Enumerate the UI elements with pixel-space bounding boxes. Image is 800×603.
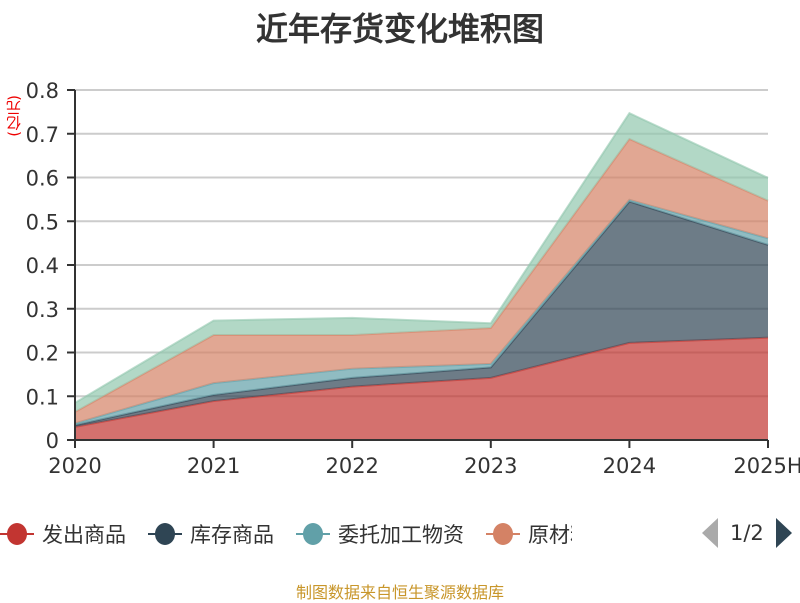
chart-title: 近年存货变化堆积图	[255, 10, 544, 48]
legend-marker-icon	[148, 523, 182, 545]
x-tick-label: 2024	[603, 454, 656, 478]
legend-marker-icon	[0, 523, 34, 545]
x-tick-label: 2020	[48, 454, 101, 478]
y-tick-label: 0.2	[26, 342, 59, 366]
y-tick-label: 0	[46, 429, 59, 453]
legend-prev-icon[interactable]	[702, 518, 718, 548]
y-tick-label: 0.1	[26, 385, 59, 409]
area-chart: 0 0.1 0.2 0.3 0.4 0.5 0.6 0.7 0.8 2020 2021 2022 202…	[26, 79, 800, 478]
legend-page-indicator: 1/2	[730, 521, 764, 545]
y-tick-label: 0.4	[26, 254, 59, 278]
x-tick-label: 2022	[325, 454, 378, 478]
legend-label: 库存商品	[190, 523, 274, 547]
x-tick-label: 2021	[187, 454, 240, 478]
legend-pager: 1/2	[702, 518, 792, 548]
y-tick-label: 0.5	[26, 210, 59, 234]
y-tick-label: 0.8	[26, 79, 59, 103]
legend-label: 原材料	[528, 523, 572, 547]
area-series-2	[75, 199, 768, 426]
legend-label: 委托加工物资	[338, 523, 464, 547]
legend: 发出商品 库存商品 委托加工物资 原材料	[0, 518, 800, 550]
x-tick-label: 2023	[464, 454, 517, 478]
y-tick-label: 0.6	[26, 167, 59, 191]
legend-item-1[interactable]: 库存商品	[148, 519, 274, 549]
y-tick-label: 0.3	[26, 298, 59, 322]
area-series-1	[75, 201, 768, 427]
legend-label: 发出商品	[42, 523, 126, 547]
y-tick-label: 0.7	[26, 123, 59, 147]
legend-item-0[interactable]: 发出商品	[0, 519, 126, 549]
area-series-3	[75, 139, 768, 424]
series-line-4	[74, 111, 769, 404]
legend-marker-icon	[486, 523, 520, 545]
source-note: 制图数据来自恒生聚源数据库	[295, 583, 504, 602]
legend-item-2[interactable]: 委托加工物资	[296, 519, 464, 549]
x-tick-label: 2025H	[733, 454, 800, 478]
area-series-0	[75, 337, 768, 440]
legend-item-3[interactable]: 原材料	[486, 519, 572, 549]
legend-marker-icon	[296, 523, 330, 545]
legend-next-icon[interactable]	[775, 518, 792, 548]
